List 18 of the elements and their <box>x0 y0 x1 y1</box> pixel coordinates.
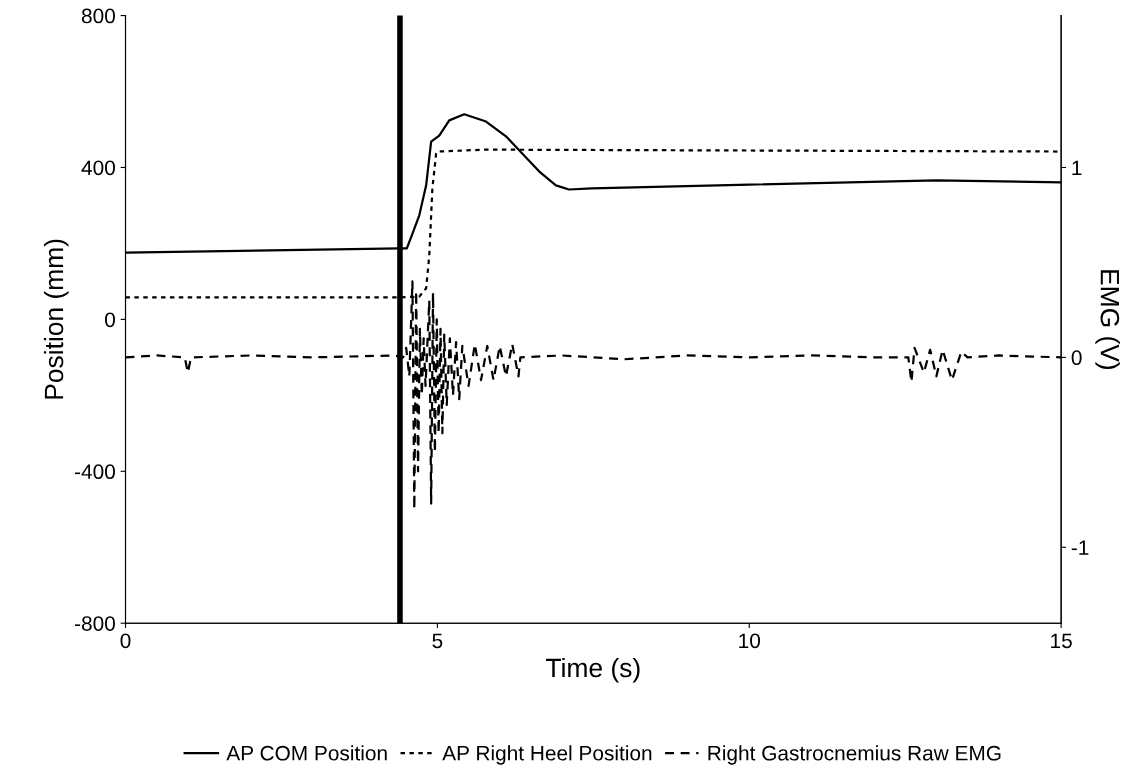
y-tick-label: 400 <box>81 160 115 176</box>
y2-tick-label: 0 <box>1071 350 1082 366</box>
y-tick-label: -800 <box>75 616 115 631</box>
x-axis-title: Time (s) <box>546 657 640 683</box>
y-tick-label: 800 <box>81 8 115 24</box>
y-axis-title: Position (mm) <box>43 239 69 399</box>
x-tick-label: 15 <box>1051 633 1072 649</box>
x-tick-label: 0 <box>120 633 131 649</box>
legend-label: AP Right Heel Position <box>442 745 652 765</box>
y2-tick-label: -1 <box>1071 540 1089 555</box>
y-tick-label: 0 <box>105 312 115 328</box>
legend-label: AP COM Position <box>226 745 387 761</box>
x-tick-label: 10 <box>739 633 761 649</box>
y2-axis-title: EMG (V) <box>1095 270 1120 370</box>
y2-tick-label: 1 <box>1072 160 1082 176</box>
x-tick-label: 5 <box>432 633 443 649</box>
legend-label: Right Gastrocnemius Raw EMG <box>708 745 1001 765</box>
y-tick-label: -400 <box>75 464 115 480</box>
